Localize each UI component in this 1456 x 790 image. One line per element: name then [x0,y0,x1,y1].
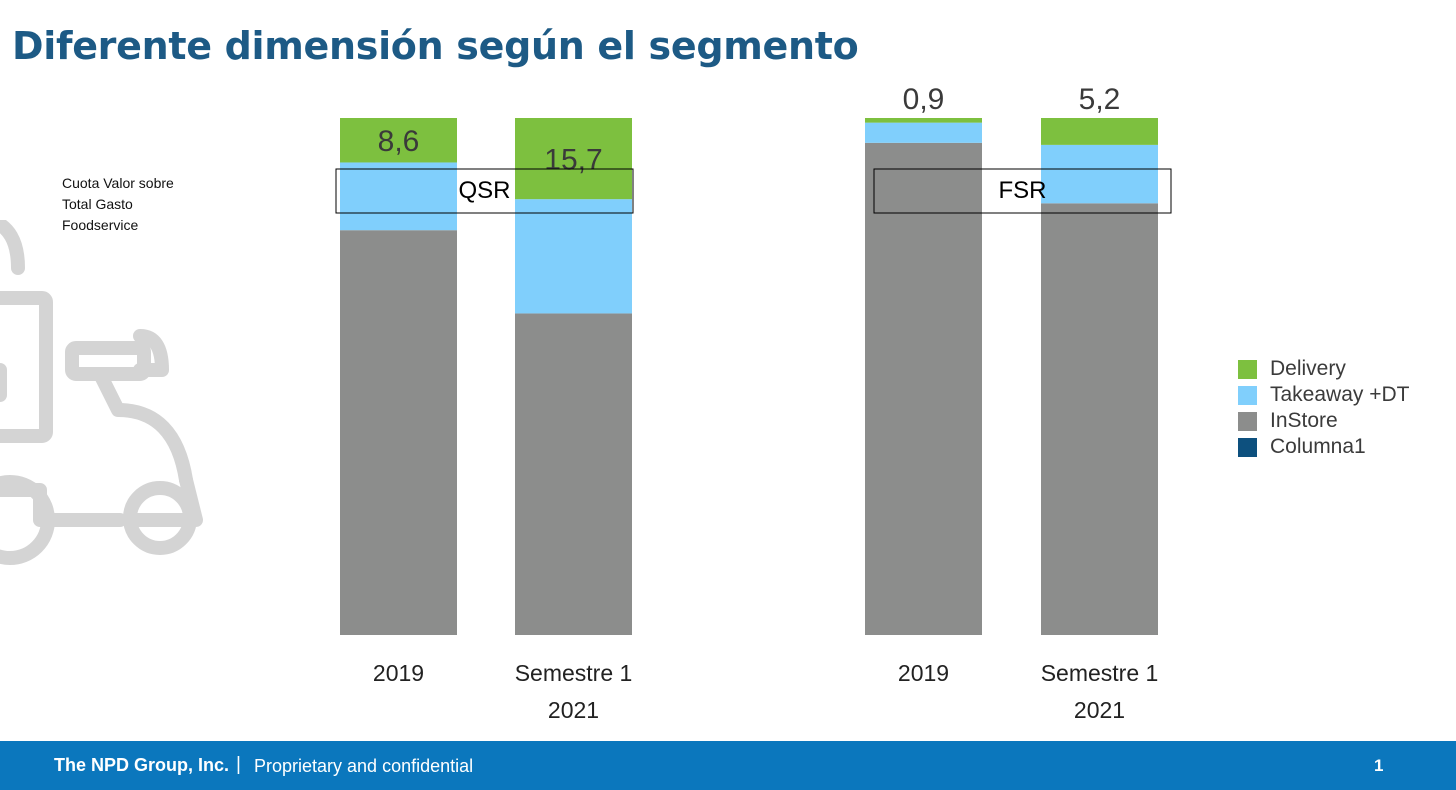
share-note: Cuota Valor sobre Total Gasto Foodservic… [62,173,212,236]
bar-segment-delivery [340,118,457,163]
legend-label: Delivery [1270,357,1346,380]
bar-segment-instore [340,230,457,635]
bar-segment-takeaway-dt [515,199,632,314]
confidential-notice: Proprietary and confidential [254,756,474,776]
delivery-data-label: 0,9 [903,83,945,116]
legend-swatch [1238,359,1257,379]
legend-item: InStore [1238,408,1409,434]
delivery-data-label: 8,6 [378,125,420,158]
share-note-line: Foodservice [62,217,139,233]
legend-item: Columna1 [1238,434,1409,460]
bar-segment-delivery [865,118,982,123]
legend-label: InStore [1270,409,1338,432]
delivery-scooter-icon [0,220,203,565]
slide-title: Diferente dimensión según el segmento [12,24,859,68]
legend-swatch [1238,411,1257,431]
legend-swatch [1238,437,1257,457]
category-label: 2019 [898,660,949,686]
bar-segment-delivery [1041,118,1158,145]
category-label: 2019 [373,660,424,686]
share-note-line: Total Gasto [62,196,133,212]
footer-separator: | [236,754,241,775]
bar-segment-instore [1041,203,1158,635]
bar-segment-takeaway-dt [340,162,457,231]
segment-box [873,168,1172,214]
delivery-data-label: 5,2 [1079,83,1121,116]
segment-label: QSR [458,177,510,204]
legend-label: Takeaway +DT [1270,383,1410,406]
category-label: 2021 [548,697,599,723]
delivery-data-label: 15,7 [544,144,602,177]
bar-segment-takeaway-dt [1041,144,1158,204]
category-label: Semestre 1 [515,660,633,686]
segment-label: FSR [999,177,1047,204]
legend-item: Delivery [1238,356,1409,382]
legend-label: Columna1 [1270,435,1366,458]
page-number: 1 [1374,756,1384,775]
bar-segment-instore [515,313,632,635]
category-label: 2021 [1074,697,1125,723]
segment-box [335,168,634,214]
category-label: Semestre 1 [1041,660,1159,686]
stacked-bar-chart: 8,6 2019 15,7 Semestre 1 2021 QSR 0,9 2019 5,2 Se… [335,83,1172,723]
legend-swatch [1238,385,1257,405]
chart-legend: Delivery Takeaway +DT InStore Columna1 [1238,356,1409,460]
bar-segment-delivery [515,118,632,200]
footer-bar: The NPD Group, Inc. | Proprietary and co… [0,741,1456,790]
bar-segment-takeaway-dt [865,122,982,143]
company-name: The NPD Group, Inc. [54,755,230,775]
bar-segment-instore [865,142,982,636]
share-note-line: Cuota Valor sobre [62,175,174,191]
legend-item: Takeaway +DT [1238,382,1409,408]
